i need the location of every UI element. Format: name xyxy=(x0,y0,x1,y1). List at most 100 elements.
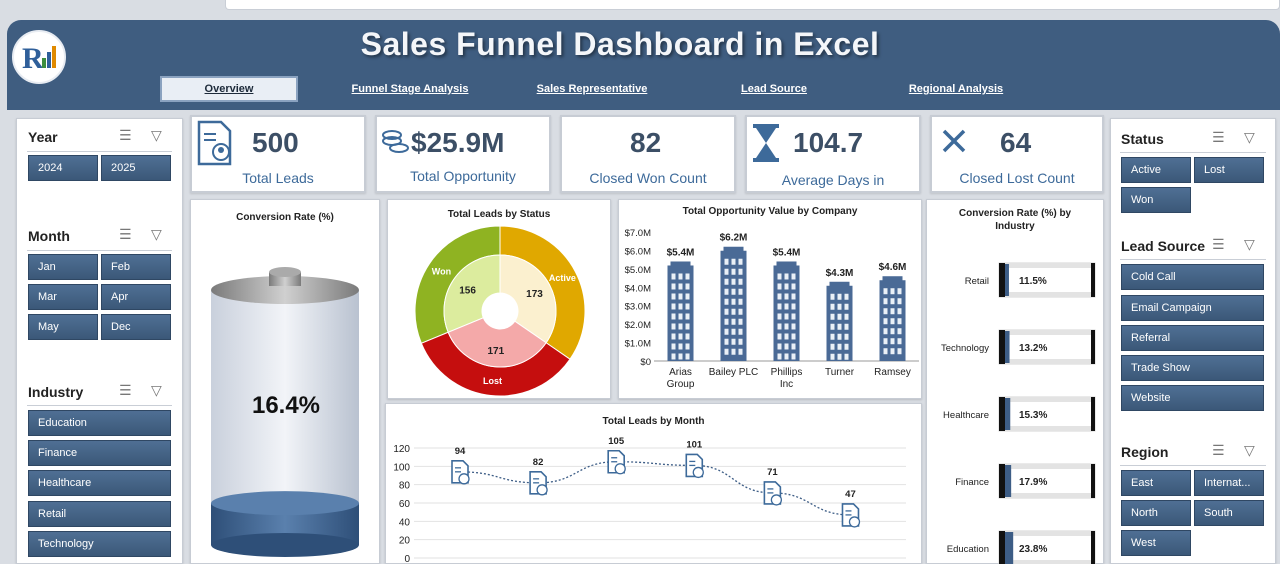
slicer-month-may[interactable]: May xyxy=(28,314,98,340)
slicer-lead-source-cold-call[interactable]: Cold Call xyxy=(1121,264,1264,290)
multi-select-icon[interactable]: ☰ xyxy=(1212,442,1225,458)
industry-bar-fill xyxy=(1005,532,1014,564)
y-tick-label: 100 xyxy=(393,462,410,473)
slicer-industry-education[interactable]: Education xyxy=(28,410,171,436)
tab-funnel-stage-analysis[interactable]: Funnel Stage Analysis xyxy=(351,83,469,95)
industry-bar-fill xyxy=(1005,264,1009,296)
building-window xyxy=(837,343,842,350)
multi-select-icon[interactable]: ☰ xyxy=(119,382,132,398)
slicer-year-2025[interactable]: 2025 xyxy=(101,155,171,181)
kpi-value: 104.7 xyxy=(793,127,864,158)
marker-user xyxy=(614,463,626,475)
chart-title: Conversion Rate (%) xyxy=(236,212,334,223)
building-window xyxy=(678,283,683,290)
building-window xyxy=(731,258,736,265)
building-window xyxy=(738,308,743,315)
building-window xyxy=(671,343,676,350)
status-inner-slice-lost xyxy=(447,317,547,368)
building-window xyxy=(791,343,796,350)
building-window xyxy=(890,338,895,345)
slicer-year-2024[interactable]: 2024 xyxy=(28,155,98,181)
chart-title: Total Leads by Month xyxy=(602,416,705,427)
slicer-industry-technology[interactable]: Technology xyxy=(28,531,171,557)
y-tick-label: $4.0M xyxy=(625,283,651,294)
clear-filter-icon[interactable]: ▽ xyxy=(1244,236,1255,252)
building-window xyxy=(791,353,796,360)
industry-bar-fill xyxy=(1005,331,1010,363)
slicer-status-won[interactable]: Won xyxy=(1121,187,1191,213)
slicer-status-active[interactable]: Active xyxy=(1121,157,1191,183)
x-category-label: Ramsey xyxy=(874,367,911,378)
clear-filter-icon[interactable]: ▽ xyxy=(1244,129,1255,145)
tab-sales-representative[interactable]: Sales Representative xyxy=(536,83,648,95)
tab-lead-source[interactable]: Lead Source xyxy=(740,83,808,95)
bar-building-roof xyxy=(882,276,903,282)
slicer-lead-source-email-campaign[interactable]: Email Campaign xyxy=(1121,295,1264,321)
slicer-month-jan[interactable]: Jan xyxy=(28,254,98,280)
clear-filter-icon[interactable]: ▽ xyxy=(151,226,162,242)
building-window xyxy=(724,318,729,325)
year-slicer-title: Year xyxy=(28,129,58,145)
building-window xyxy=(844,353,849,360)
industry-bar-shade xyxy=(999,531,1095,536)
slicer-month-feb[interactable]: Feb xyxy=(101,254,171,280)
building-window xyxy=(830,293,835,300)
industry-bar-shade xyxy=(999,464,1095,469)
clear-filter-icon[interactable]: ▽ xyxy=(1244,442,1255,458)
clear-filter-icon[interactable]: ▽ xyxy=(151,127,162,143)
building-window xyxy=(830,313,835,320)
kpi-label: Closed Won Count xyxy=(589,170,707,186)
building-window xyxy=(883,348,888,355)
point-value-label: 82 xyxy=(533,457,544,468)
slicer-month-dec[interactable]: Dec xyxy=(101,314,171,340)
slicer-status-lost[interactable]: Lost xyxy=(1194,157,1264,183)
kpi-label: Total Opportunity xyxy=(410,168,516,184)
multi-select-icon[interactable]: ☰ xyxy=(119,127,132,143)
building-window xyxy=(777,343,782,350)
slicer-month-mar[interactable]: Mar xyxy=(28,284,98,310)
series-line xyxy=(459,461,851,516)
multi-select-icon[interactable]: ☰ xyxy=(1212,236,1225,252)
building-window xyxy=(738,328,743,335)
industry-bar-fill xyxy=(1005,398,1011,430)
document-user-icon xyxy=(451,460,470,485)
multi-select-icon[interactable]: ☰ xyxy=(1212,129,1225,145)
multi-select-icon[interactable]: ☰ xyxy=(119,226,132,242)
building-window xyxy=(784,273,789,280)
y-tick-label: $3.0M xyxy=(625,302,651,313)
slicer-industry-finance[interactable]: Finance xyxy=(28,440,171,466)
building-window xyxy=(731,298,736,305)
slicer-region-north[interactable]: North xyxy=(1121,500,1191,526)
kpi-value: 500 xyxy=(252,127,299,158)
building-window xyxy=(784,353,789,360)
slicer-region-international[interactable]: Internat... xyxy=(1194,470,1264,496)
svg-text:R: R xyxy=(22,42,44,75)
y-tick-label: $0 xyxy=(640,357,651,368)
clear-filter-icon[interactable]: ▽ xyxy=(151,382,162,398)
slicer-region-south[interactable]: South xyxy=(1194,500,1264,526)
building-window xyxy=(685,343,690,350)
building-window xyxy=(731,268,736,275)
building-window xyxy=(678,313,683,320)
x-category-label: Phillips xyxy=(771,367,803,378)
building-window xyxy=(678,323,683,330)
building-window xyxy=(685,313,690,320)
building-window xyxy=(685,353,690,360)
building-window xyxy=(738,288,743,295)
slicer-lead-source-referral[interactable]: Referral xyxy=(1121,325,1264,351)
industry-bar-cap-left xyxy=(999,464,1005,498)
industry-bar-fill xyxy=(1005,465,1012,497)
kpi-closed-won-count: 82 Closed Won Count xyxy=(560,115,736,193)
building-window xyxy=(685,323,690,330)
slicer-region-east[interactable]: East xyxy=(1121,470,1191,496)
industry-bar-track xyxy=(998,262,1096,298)
slicer-lead-source-website[interactable]: Website xyxy=(1121,385,1264,411)
slicer-lead-source-trade-show[interactable]: Trade Show xyxy=(1121,355,1264,381)
building-window xyxy=(678,353,683,360)
tab-regional-analysis[interactable]: Regional Analysis xyxy=(908,83,1004,95)
slicer-month-apr[interactable]: Apr xyxy=(101,284,171,310)
slicer-industry-retail[interactable]: Retail xyxy=(28,501,171,527)
slicer-industry-healthcare[interactable]: Healthcare xyxy=(28,470,171,496)
tab-overview[interactable]: Overview xyxy=(160,76,298,102)
slicer-region-west[interactable]: West xyxy=(1121,530,1191,556)
